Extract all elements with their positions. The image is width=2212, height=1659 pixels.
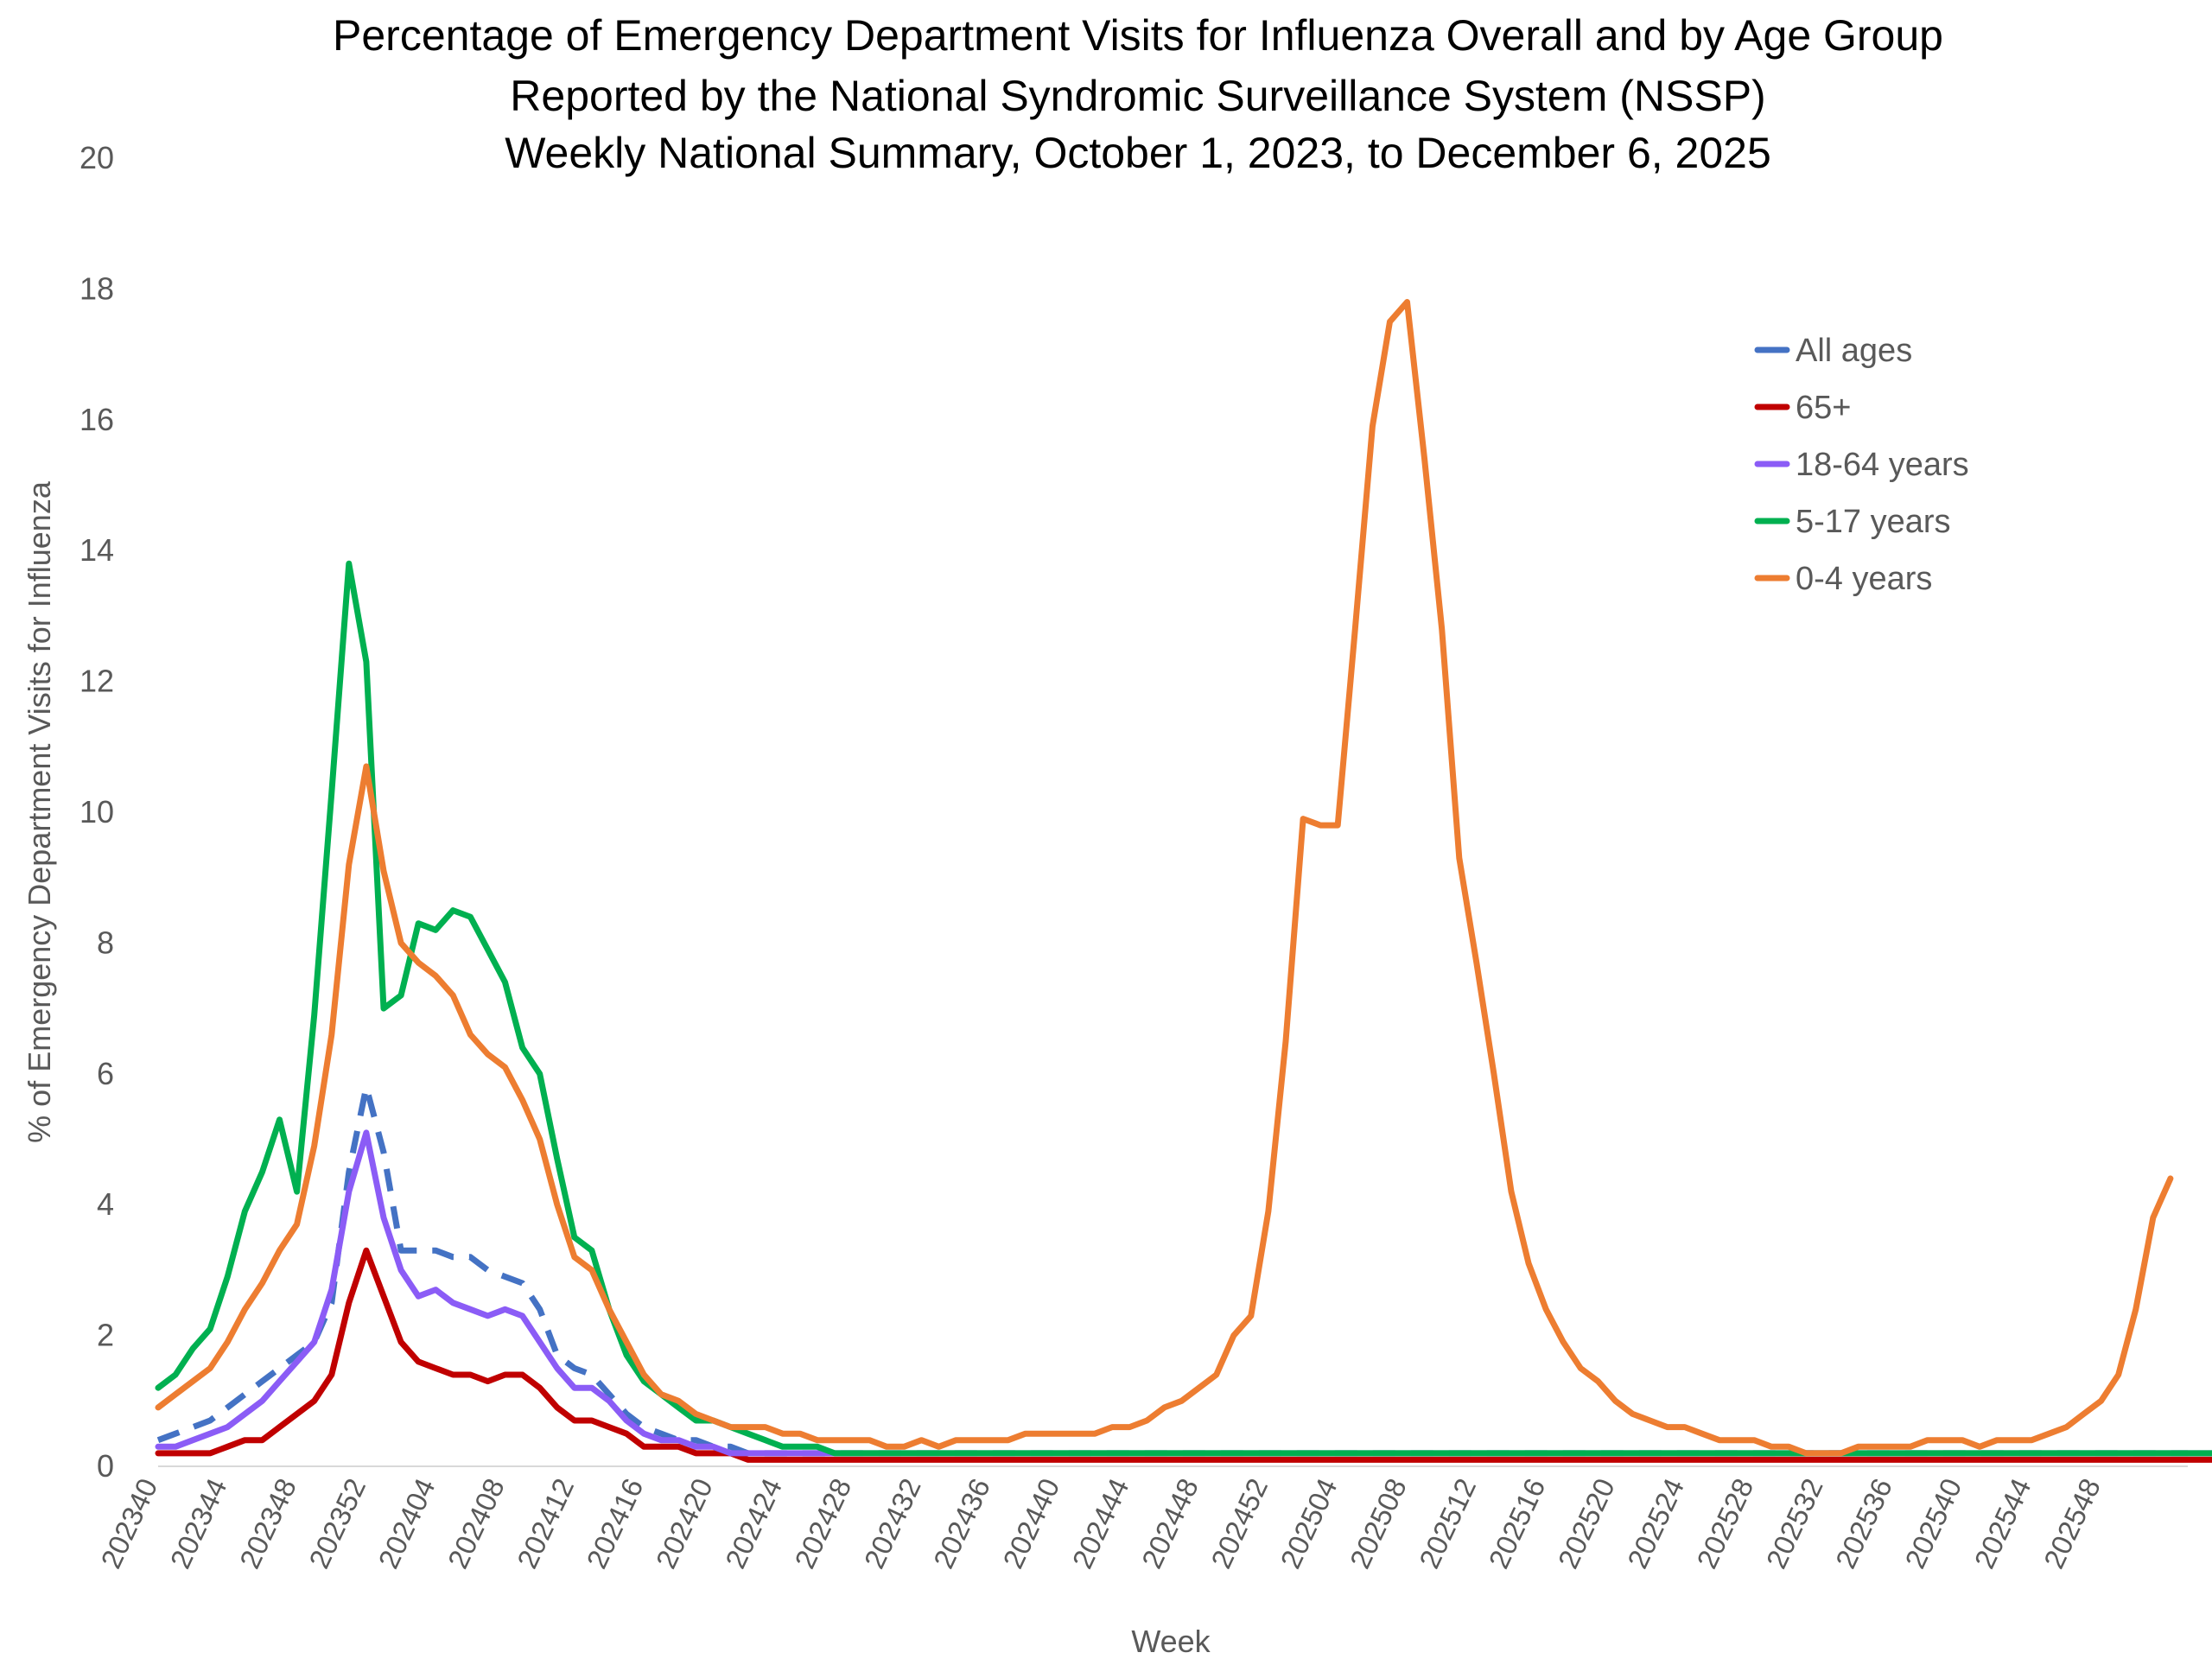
legend: All ages 65+ 18-64 years 5-17 years 0-4 year…	[1754, 333, 1969, 597]
y-tick-label: 12	[79, 664, 114, 699]
x-tick-label: 202448	[1135, 1473, 1205, 1573]
series-line-65	[155, 1247, 2212, 1463]
y-tick-label: 20	[79, 140, 114, 175]
x-tick-label: 202504	[1274, 1473, 1344, 1573]
x-tick-label: 202536	[1829, 1473, 1898, 1573]
y-tick-label: 18	[79, 270, 114, 306]
x-tick-label: 202508	[1344, 1473, 1413, 1573]
x-tick-label: 202452	[1205, 1473, 1274, 1573]
x-tick-label: 202532	[1760, 1473, 1829, 1573]
chart-title-line: Reported by the National Syndromic Surve…	[510, 72, 1765, 120]
legend-label: 18-64 years	[1796, 447, 1969, 483]
x-tick-label: 202432	[858, 1473, 927, 1573]
x-tick-label: 202512	[1413, 1473, 1482, 1573]
x-tick-label: 202516	[1482, 1473, 1551, 1573]
y-tick-label: 10	[79, 794, 114, 830]
x-tick-label: 202416	[580, 1473, 649, 1573]
y-tick-label: 0	[97, 1448, 114, 1484]
x-tick-label: 202408	[442, 1473, 511, 1573]
legend-label: 65+	[1796, 390, 1851, 426]
legend-label: 0-4 years	[1796, 561, 1932, 597]
x-tick-label: 202520	[1552, 1473, 1621, 1573]
legend-item: 65+	[1754, 390, 1851, 426]
series-line-all-ages	[156, 1084, 2188, 1457]
x-tick-label: 202344	[164, 1473, 233, 1573]
series-line-0-4-years	[155, 299, 2174, 1457]
x-tick-label: 202348	[233, 1473, 302, 1573]
chart-title-line: Weekly National Summary, October 1, 2023…	[505, 129, 1771, 177]
plot-area	[155, 299, 2212, 1463]
x-axis-title: Week	[1131, 1624, 1211, 1659]
x-tick-label: 202352	[302, 1473, 372, 1573]
x-tick-label: 202340	[94, 1473, 163, 1573]
y-axis-title: % of Emergency Department Visits for Inf…	[22, 480, 57, 1143]
x-tick-label: 202412	[511, 1473, 580, 1573]
y-axis-ticks: 0 2 4 6 8 10 12 14 16 18 20	[79, 140, 114, 1484]
x-tick-label: 202436	[927, 1473, 996, 1573]
y-tick-label: 14	[79, 532, 114, 568]
x-tick-label: 202428	[788, 1473, 857, 1573]
legend-label: All ages	[1796, 333, 1912, 369]
x-tick-label: 202440	[996, 1473, 1065, 1573]
series-line-5-17-years	[155, 560, 2212, 1457]
legend-item: 0-4 years	[1754, 561, 1932, 597]
chart-title: Percentage of Emergency Department Visit…	[333, 11, 1943, 177]
x-tick-label: 202548	[2037, 1473, 2107, 1573]
legend-item: 18-64 years	[1754, 447, 1969, 483]
y-tick-label: 16	[79, 402, 114, 437]
y-tick-label: 4	[97, 1186, 114, 1222]
chart-title-line: Percentage of Emergency Department Visit…	[333, 11, 1943, 60]
x-tick-label: 202420	[650, 1473, 719, 1573]
x-tick-label: 202524	[1621, 1473, 1690, 1573]
series-line-18-64-years	[155, 1129, 2212, 1457]
x-tick-label: 202544	[1968, 1473, 2037, 1573]
x-tick-label: 202540	[1898, 1473, 1967, 1573]
y-tick-label: 8	[97, 925, 114, 960]
y-tick-label: 6	[97, 1056, 114, 1091]
legend-item: All ages	[1754, 333, 1912, 369]
x-tick-label: 202424	[719, 1473, 788, 1573]
x-axis-ticks: 202340 202344 202348 202352 202404 202408 2024…	[94, 1473, 2107, 1573]
legend-label: 5-17 years	[1796, 504, 1951, 540]
y-tick-label: 2	[97, 1318, 114, 1353]
x-tick-label: 202528	[1690, 1473, 1759, 1573]
x-tick-label: 202444	[1066, 1473, 1135, 1573]
legend-item: 5-17 years	[1754, 504, 1951, 540]
x-tick-label: 202404	[372, 1473, 442, 1573]
